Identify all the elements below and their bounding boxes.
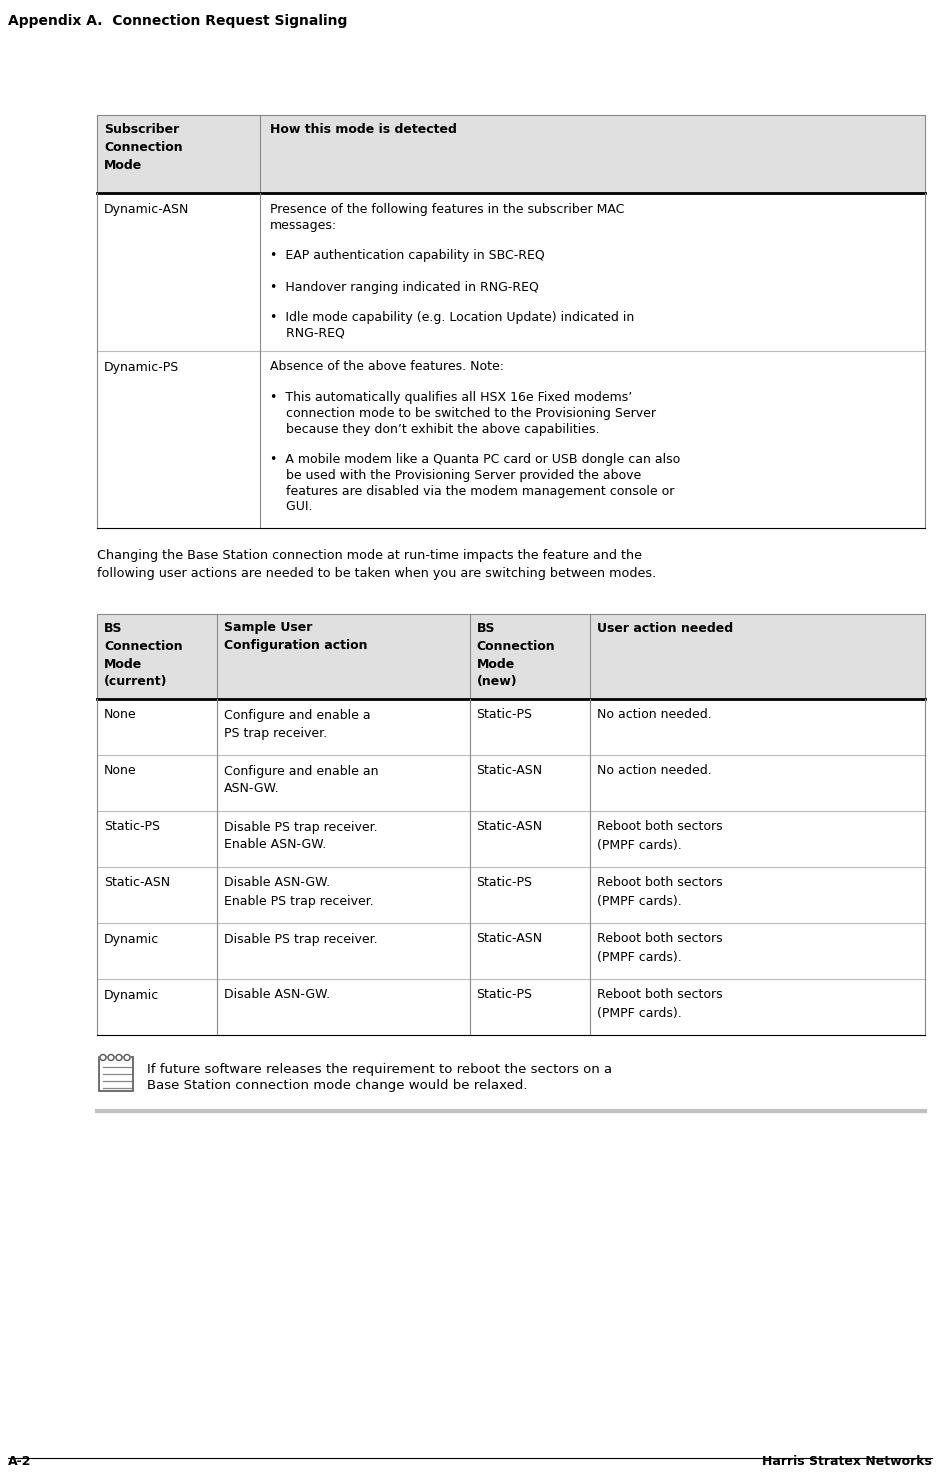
Text: messages:: messages: [270,218,337,232]
Text: Static-ASN: Static-ASN [477,821,542,834]
Circle shape [108,1055,114,1061]
Text: •  This automatically qualifies all HSX 16e Fixed modems’: • This automatically qualifies all HSX 1… [270,392,633,405]
Text: Static-ASN: Static-ASN [477,764,542,778]
Text: Static-PS: Static-PS [477,988,533,1002]
Text: Disable ASN-GW.
Enable PS trap receiver.: Disable ASN-GW. Enable PS trap receiver. [224,877,374,908]
Text: Reboot both sectors
(PMPF cards).: Reboot both sectors (PMPF cards). [597,932,722,963]
Text: Disable ASN-GW.: Disable ASN-GW. [224,988,330,1002]
Text: Reboot both sectors
(PMPF cards).: Reboot both sectors (PMPF cards). [597,988,722,1020]
Text: Static-PS: Static-PS [477,877,533,889]
Circle shape [116,1055,122,1061]
Text: Disable PS trap receiver.: Disable PS trap receiver. [224,932,378,945]
Text: Changing the Base Station connection mode at run-time impacts the feature and th: Changing the Base Station connection mod… [97,549,642,562]
Text: User action needed: User action needed [597,622,733,635]
Text: GUI.: GUI. [270,500,313,513]
Circle shape [100,1055,106,1061]
Text: because they don’t exhibit the above capabilities.: because they don’t exhibit the above cap… [270,423,600,435]
Text: Static-ASN: Static-ASN [104,877,170,889]
Text: following user actions are needed to be taken when you are switching between mod: following user actions are needed to be … [97,567,656,579]
Text: features are disabled via the modem management console or: features are disabled via the modem mana… [270,484,675,497]
Bar [97,613,925,699]
Text: If future software releases the requirement to reboot the sectors on a: If future software releases the requirem… [147,1063,612,1076]
Text: Absence of the above features. Note:: Absence of the above features. Note: [270,361,504,374]
Bar [97,114,925,193]
Text: •  EAP authentication capability in SBC-REQ: • EAP authentication capability in SBC-R… [270,249,545,263]
Text: Harris Stratex Networks: Harris Stratex Networks [762,1454,932,1468]
Text: •  A mobile modem like a Quanta PC card or USB dongle can also: • A mobile modem like a Quanta PC card o… [270,454,681,466]
Text: Static-ASN: Static-ASN [477,932,542,945]
Text: Dynamic: Dynamic [104,932,159,945]
Text: Dynamic-ASN: Dynamic-ASN [104,203,189,217]
Text: Dynamic: Dynamic [104,988,159,1002]
Text: No action needed.: No action needed. [597,764,712,778]
Text: BS
Connection
Mode
(current): BS Connection Mode (current) [104,622,182,689]
Text: Dynamic-PS: Dynamic-PS [104,361,180,374]
Text: A-2: A-2 [8,1454,32,1468]
Bar [97,114,925,193]
Text: None: None [104,764,136,778]
FancyBboxPatch shape [99,1057,133,1091]
Text: No action needed.: No action needed. [597,708,712,721]
Bar [97,613,925,699]
Text: Subscriber
Connection
Mode: Subscriber Connection Mode [104,123,182,172]
Text: Appendix A.  Connection Request Signaling: Appendix A. Connection Request Signaling [8,13,348,28]
Text: be used with the Provisioning Server provided the above: be used with the Provisioning Server pro… [270,469,641,482]
Text: BS
Connection
Mode
(new): BS Connection Mode (new) [477,622,556,689]
Text: Disable PS trap receiver.
Enable ASN-GW.: Disable PS trap receiver. Enable ASN-GW. [224,821,378,852]
Text: Reboot both sectors
(PMPF cards).: Reboot both sectors (PMPF cards). [597,821,722,852]
Text: Base Station connection mode change would be relaxed.: Base Station connection mode change woul… [147,1079,527,1092]
Text: •  Handover ranging indicated in RNG-REQ: • Handover ranging indicated in RNG-REQ [270,280,539,294]
Text: Configure and enable a
PS trap receiver.: Configure and enable a PS trap receiver. [224,708,370,739]
Text: None: None [104,708,136,721]
Text: Static-PS: Static-PS [477,708,533,721]
Text: •  Idle mode capability (e.g. Location Update) indicated in: • Idle mode capability (e.g. Location Up… [270,312,634,325]
Text: Presence of the following features in the subscriber MAC: Presence of the following features in th… [270,203,624,217]
Text: Reboot both sectors
(PMPF cards).: Reboot both sectors (PMPF cards). [597,877,722,908]
Circle shape [124,1055,130,1061]
Text: Configure and enable an
ASN-GW.: Configure and enable an ASN-GW. [224,764,379,795]
Text: How this mode is detected: How this mode is detected [270,123,457,137]
Text: Static-PS: Static-PS [104,821,160,834]
Text: Sample User
Configuration action: Sample User Configuration action [224,622,368,653]
Text: connection mode to be switched to the Provisioning Server: connection mode to be switched to the Pr… [270,407,656,420]
Text: RNG-REQ: RNG-REQ [270,326,345,340]
